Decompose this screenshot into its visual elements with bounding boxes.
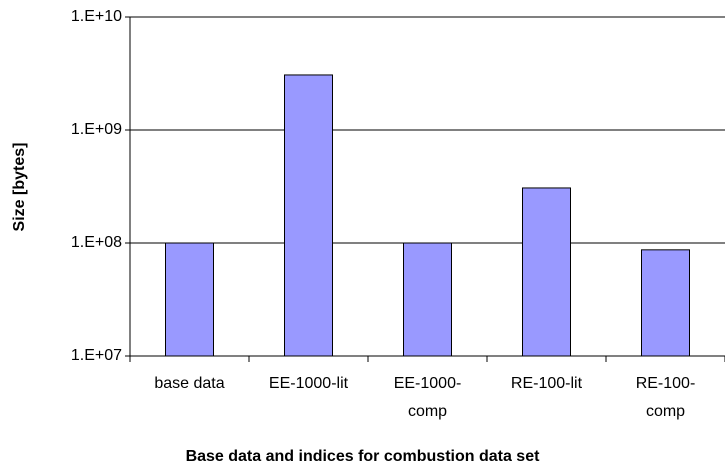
x-tick-label: EE-1000-lit	[268, 375, 349, 392]
y-axis-title: Size [bytes]	[11, 143, 28, 232]
bar	[165, 242, 214, 357]
y-tick-label: 1.E+08	[71, 234, 122, 251]
x-tick-label: RE-100-lit	[510, 375, 583, 392]
y-tick-label: 1.E+07	[71, 347, 122, 364]
y-tick-label: 1.E+09	[71, 121, 122, 138]
bar	[403, 242, 452, 357]
x-tick-label: RE-100-comp	[635, 375, 696, 420]
x-tick-label: EE-1000-comp	[393, 375, 462, 420]
bar	[641, 249, 690, 357]
x-axis-title: Base data and indices for combustion dat…	[185, 448, 540, 465]
x-tick-label: base data	[154, 375, 225, 392]
bar	[284, 74, 333, 357]
bar	[522, 187, 571, 357]
y-tick-label: 1.E+10	[71, 8, 122, 25]
